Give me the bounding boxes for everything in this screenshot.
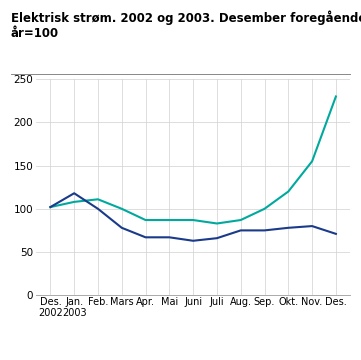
2003 [48,205,53,209]
2003 [119,226,124,230]
Line: 2003: 2003 [51,193,336,241]
2003 [72,191,76,195]
2003 [191,239,195,243]
2003 [215,236,219,240]
2002 [48,205,53,209]
2002 [239,218,243,222]
2003 [239,228,243,233]
Text: Elektrisk strøm. 2002 og 2003. Desember foregående
år=100: Elektrisk strøm. 2002 og 2003. Desember … [11,11,361,40]
2002 [286,189,291,194]
2003 [143,235,148,239]
2003 [167,235,171,239]
2002 [334,94,338,99]
2002 [215,221,219,226]
2002 [191,218,195,222]
Line: 2002: 2002 [51,96,336,224]
2003 [96,207,100,211]
2003 [286,226,291,230]
2002 [96,197,100,202]
2002 [119,207,124,211]
2002 [262,207,267,211]
2003 [334,232,338,236]
2002 [167,218,171,222]
2002 [72,200,76,204]
2003 [310,224,314,228]
2003 [262,228,267,233]
2002 [310,159,314,163]
2002 [143,218,148,222]
